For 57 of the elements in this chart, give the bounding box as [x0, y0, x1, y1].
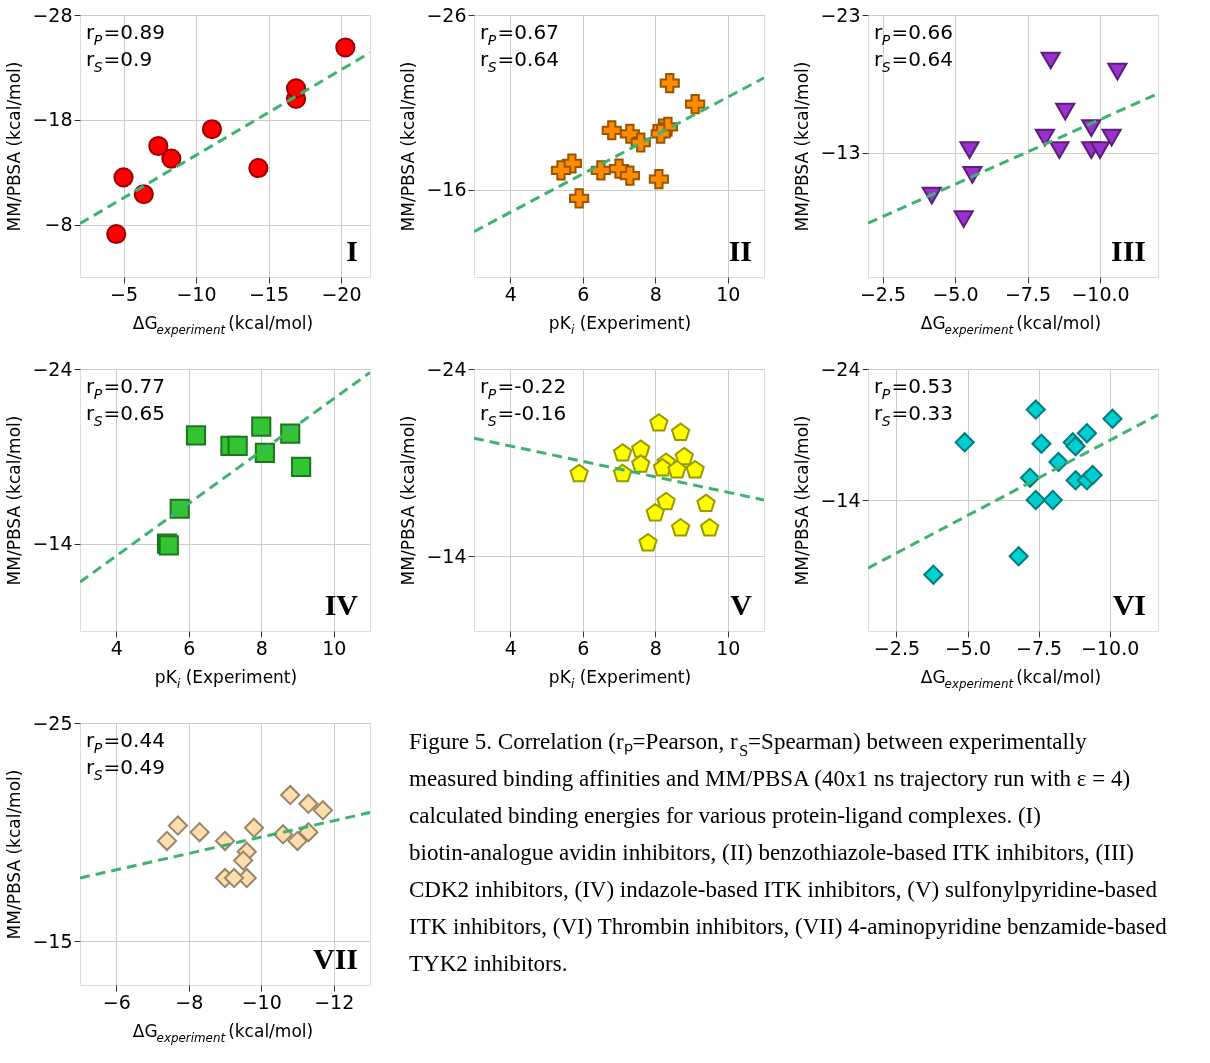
x-tick-label: −10: [176, 282, 217, 305]
x-tick-label: 4: [504, 282, 517, 305]
x-tick-label: −2.5: [859, 282, 907, 305]
x-tick-label: −5.0: [944, 636, 992, 659]
y-tick-label: −8: [44, 213, 73, 236]
x-tick-label: −10.0: [1081, 636, 1140, 659]
y-tick-label: −24: [426, 357, 467, 380]
x-tick-label: −2.5: [873, 636, 920, 659]
x-tick-label: −5.0: [932, 282, 979, 305]
x-tick-label: −10.0: [1071, 282, 1130, 305]
annotation: I: [346, 234, 358, 267]
y-axis-title: MM/PBSA (kcal/mol): [4, 769, 25, 940]
x-tick-label: 10: [322, 636, 347, 659]
x-tick-label: 6: [577, 282, 590, 305]
x-tick-label: −10: [241, 990, 282, 1013]
x-tick-label: 4: [504, 636, 517, 659]
x-tick-label: 4: [110, 636, 123, 659]
x-tick-label: −15: [248, 282, 290, 305]
x-tick-label: −20: [321, 282, 362, 305]
y-tick-label: −14: [820, 488, 861, 511]
y-axis-title: MM/PBSA (kcal/mol): [4, 415, 25, 586]
x-tick-label: −12: [314, 990, 355, 1013]
y-tick-label: −15: [32, 929, 73, 952]
x-tick-label: −8: [175, 990, 204, 1013]
x-tick-label: 6: [183, 636, 196, 659]
y-tick-label: −28: [32, 3, 73, 26]
annotation: II: [728, 234, 752, 267]
y-tick-label: −26: [426, 3, 467, 26]
x-tick-label: −7.5: [1004, 282, 1052, 305]
x-tick-label: −7.5: [1016, 636, 1063, 659]
y-tick-label: −18: [32, 108, 73, 131]
y-tick-label: −25: [32, 711, 73, 734]
y-tick-label: −14: [32, 532, 73, 555]
annotation: IV: [324, 588, 359, 621]
y-axis-title: MM/PBSA (kcal/mol): [4, 61, 25, 232]
x-tick-label: 8: [649, 282, 662, 305]
y-tick-label: −13: [820, 141, 861, 164]
x-tick-label: 6: [577, 636, 590, 659]
annotation: V: [730, 588, 753, 621]
x-tick-label: 8: [649, 636, 662, 659]
y-tick-label: −23: [820, 3, 861, 26]
y-tick-label: −24: [32, 357, 73, 380]
x-tick-label: −5: [109, 282, 139, 305]
x-tick-label: 10: [716, 636, 741, 659]
y-axis-title: MM/PBSA (kcal/mol): [398, 61, 419, 232]
y-axis-title: MM/PBSA (kcal/mol): [398, 415, 419, 586]
y-axis-title: MM/PBSA (kcal/mol): [792, 61, 813, 232]
y-tick-label: −16: [426, 178, 467, 201]
x-tick-label: 10: [716, 282, 741, 305]
y-tick-label: −24: [820, 357, 861, 380]
annotation: VII: [312, 942, 358, 975]
y-axis-title: MM/PBSA (kcal/mol): [792, 415, 813, 586]
y-tick-label: −14: [426, 544, 467, 567]
x-tick-label: 8: [255, 636, 268, 659]
x-tick-label: −6: [102, 990, 131, 1013]
annotation: III: [1110, 234, 1146, 267]
annotation: VI: [1112, 588, 1146, 621]
